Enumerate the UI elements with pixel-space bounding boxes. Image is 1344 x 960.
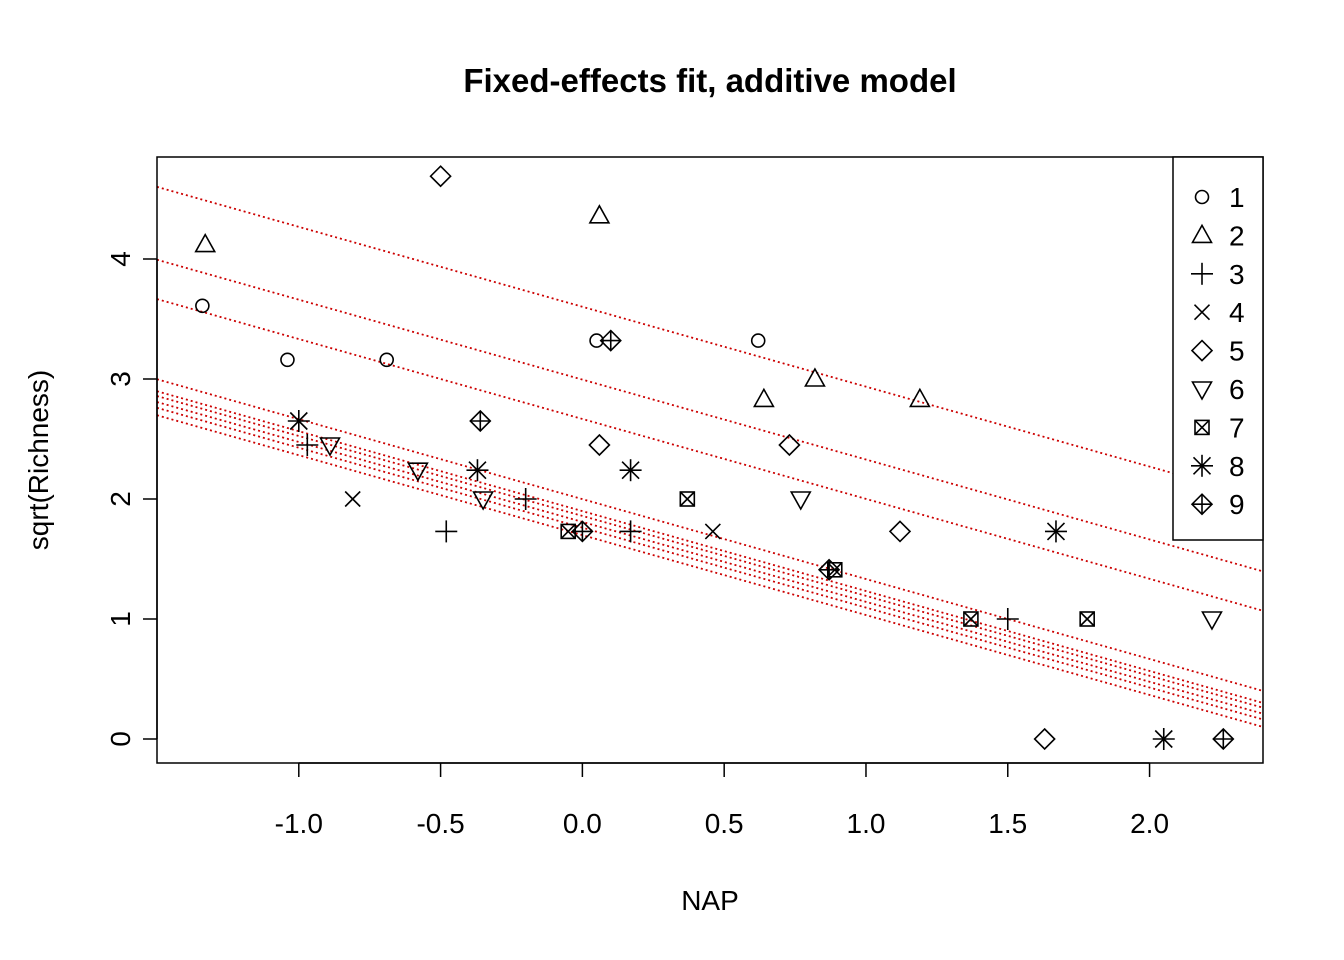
legend-label-5: 5 bbox=[1229, 336, 1245, 367]
point-1-5 bbox=[750, 333, 766, 348]
fit-line-1 bbox=[157, 298, 1263, 612]
point-8-3 bbox=[619, 459, 642, 482]
x-tick-label: -0.5 bbox=[416, 808, 464, 839]
point-3-3 bbox=[514, 488, 537, 510]
point-6-5 bbox=[1201, 611, 1223, 631]
y-tick-label: 2 bbox=[105, 491, 136, 507]
fit-line-4 bbox=[157, 401, 1263, 715]
point-2-4 bbox=[804, 367, 826, 387]
legend-label-4: 4 bbox=[1229, 297, 1245, 328]
point-2-2 bbox=[588, 204, 611, 224]
fit-line-7 bbox=[157, 390, 1263, 704]
point-7-2 bbox=[679, 491, 696, 507]
point-5-5 bbox=[1033, 727, 1056, 751]
point-6-3 bbox=[472, 491, 494, 511]
point-2-1 bbox=[194, 232, 217, 253]
point-3-5 bbox=[996, 608, 1019, 630]
y-axis-label: sqrt(Richness) bbox=[23, 370, 54, 550]
y-tick-label: 1 bbox=[105, 611, 136, 627]
y-tick-label: 0 bbox=[105, 731, 136, 747]
point-7-5 bbox=[1079, 611, 1095, 627]
legend-symbol-4 bbox=[1193, 304, 1211, 321]
fit-line-8 bbox=[157, 395, 1263, 709]
x-axis-label: NAP bbox=[681, 885, 739, 916]
legend-symbol-8 bbox=[1191, 454, 1213, 477]
legend-symbol-6 bbox=[1191, 381, 1213, 401]
legend-label-3: 3 bbox=[1229, 259, 1245, 290]
legend-symbol-1 bbox=[1194, 189, 1210, 205]
legend-box bbox=[1172, 156, 1264, 541]
fit-line-6 bbox=[157, 406, 1263, 721]
legend: 1 2 3 4 5 6 7 8 9 bbox=[1172, 156, 1264, 541]
y-tick-label: 4 bbox=[105, 251, 136, 267]
legend-symbol-3 bbox=[1191, 262, 1213, 285]
fit-line-5 bbox=[157, 258, 1263, 573]
point-1-3 bbox=[379, 352, 395, 368]
point-8-1 bbox=[287, 410, 310, 432]
fit-line-9 bbox=[157, 414, 1263, 728]
x-tick-label: 2.0 bbox=[1130, 808, 1169, 839]
fit-lines bbox=[157, 186, 1263, 728]
point-8-4 bbox=[1044, 520, 1067, 543]
point-5-2 bbox=[588, 433, 611, 457]
x-tick-label: 1.5 bbox=[988, 808, 1027, 839]
point-5-3 bbox=[778, 433, 801, 457]
point-8-2 bbox=[466, 459, 489, 482]
point-2-3 bbox=[753, 387, 775, 408]
legend-symbol-2 bbox=[1191, 223, 1213, 244]
legend-label-1: 1 bbox=[1229, 182, 1245, 213]
point-1-2 bbox=[280, 352, 295, 368]
x-tick-label: 0.5 bbox=[705, 808, 744, 839]
x-axis: -1.0 -0.5 0.0 0.5 1.0 1.5 2.0 bbox=[275, 762, 1169, 839]
point-9-1 bbox=[469, 409, 492, 433]
legend-label-2: 2 bbox=[1229, 220, 1245, 251]
point-7-4 bbox=[963, 611, 979, 627]
x-tick-label: 1.0 bbox=[847, 808, 886, 839]
legend-label-6: 6 bbox=[1229, 374, 1245, 405]
legend-label-9: 9 bbox=[1229, 489, 1245, 520]
fit-line-2 bbox=[157, 186, 1263, 500]
point-5-1 bbox=[429, 165, 452, 188]
legend-label-8: 8 bbox=[1229, 451, 1245, 482]
point-3-4 bbox=[619, 520, 642, 543]
legend-label-7: 7 bbox=[1229, 412, 1245, 443]
point-8-5 bbox=[1152, 728, 1175, 750]
point-9-3 bbox=[599, 329, 622, 352]
point-6-4 bbox=[789, 491, 812, 511]
point-5-4 bbox=[888, 520, 912, 543]
y-tick-label: 3 bbox=[105, 371, 136, 387]
y-axis: 0 1 2 3 4 bbox=[105, 251, 158, 747]
point-4-2 bbox=[704, 523, 721, 540]
x-tick-label: 0.0 bbox=[563, 808, 602, 839]
x-tick-label: -1.0 bbox=[275, 808, 323, 839]
fit-line-3 bbox=[157, 378, 1263, 692]
legend-symbol-9 bbox=[1190, 493, 1214, 516]
point-4-1 bbox=[344, 490, 361, 508]
chart-title: Fixed-effects fit, additive model bbox=[463, 62, 956, 99]
point-3-1 bbox=[296, 434, 319, 456]
point-9-5 bbox=[1212, 727, 1235, 751]
data-points bbox=[194, 165, 1235, 751]
point-6-2 bbox=[407, 462, 429, 482]
point-9-4 bbox=[817, 558, 841, 581]
point-3-2 bbox=[435, 520, 458, 543]
legend-symbol-7 bbox=[1194, 419, 1210, 436]
legend-symbol-5 bbox=[1190, 339, 1214, 362]
point-6-1 bbox=[319, 437, 341, 457]
point-9-2 bbox=[571, 520, 594, 543]
point-1-1 bbox=[195, 298, 210, 314]
point-2-5 bbox=[908, 387, 931, 408]
